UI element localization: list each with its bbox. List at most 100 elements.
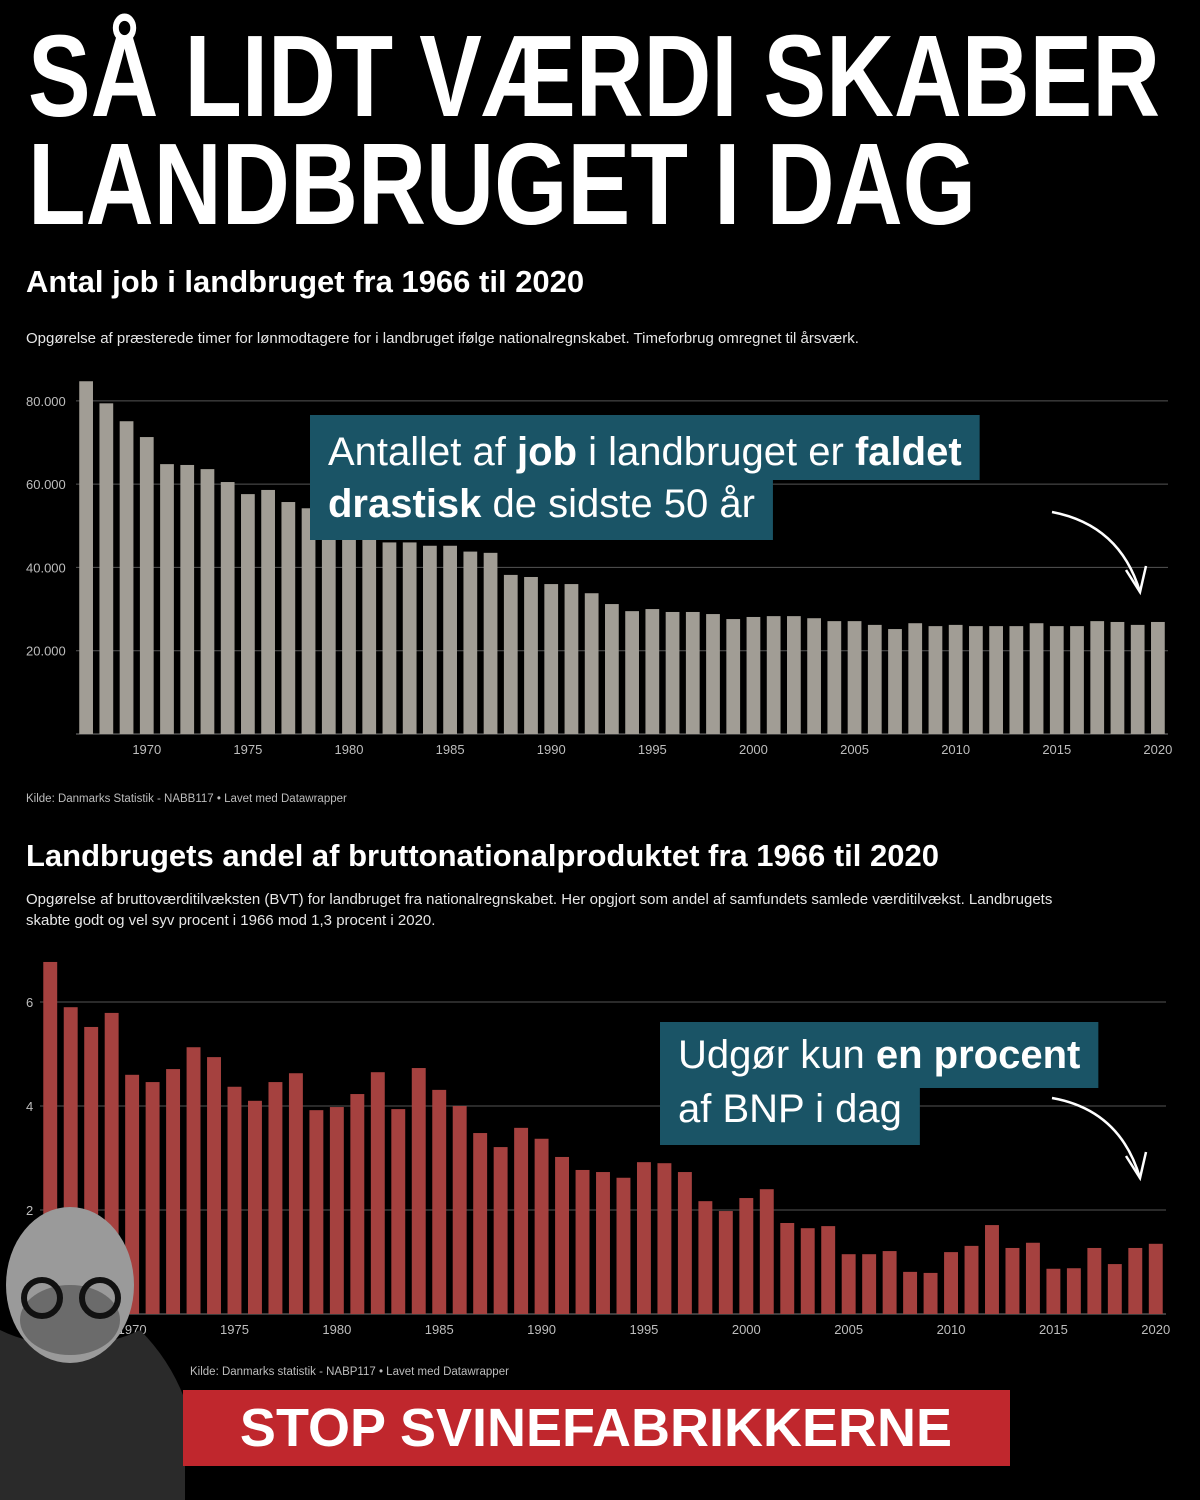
bar — [99, 403, 114, 734]
y-tick-label: 2 — [26, 1203, 33, 1218]
portrait-body — [0, 1330, 185, 1500]
annotation-arrowhead — [1124, 565, 1148, 596]
bar — [281, 502, 296, 734]
bar — [739, 1198, 754, 1314]
bar — [227, 1086, 242, 1314]
bar — [268, 1082, 283, 1314]
bar — [862, 1254, 877, 1314]
chart-subtitle: Opgørelse af præsterede timer for lønmod… — [26, 330, 859, 347]
x-tick-label: 2000 — [739, 742, 768, 757]
bar — [1009, 626, 1024, 734]
bar — [534, 1138, 549, 1314]
bar — [596, 1172, 610, 1314]
bar — [625, 611, 639, 734]
bar — [1049, 626, 1064, 734]
bar — [827, 621, 842, 734]
annotation-segment: i landbruget er — [577, 430, 855, 474]
annotation-segment: de sidste 50 år — [481, 482, 755, 526]
bar — [903, 1271, 918, 1314]
bar — [766, 616, 781, 734]
x-tick-label: 1970 — [132, 742, 161, 757]
annotation-arrow — [1051, 510, 1142, 593]
x-tick-label: 1985 — [436, 742, 465, 757]
bar — [718, 1211, 733, 1314]
bar — [382, 542, 397, 734]
bar — [847, 621, 862, 734]
annotation-arrow — [1051, 1096, 1142, 1179]
x-tick-label: 2000 — [732, 1322, 761, 1337]
annotation-box — [660, 1088, 920, 1145]
bar — [555, 1156, 570, 1314]
annotation-text: Antallet af job i landbruget er faldet — [328, 430, 962, 474]
bar — [241, 494, 255, 734]
x-tick-label: 2020 — [1143, 742, 1172, 757]
bar — [524, 576, 538, 734]
x-tick-label: 1980 — [335, 742, 364, 757]
annotation-text: drastisk de sidste 50 år — [328, 482, 755, 526]
chart-subtitle: skabte godt og vel syv procent i 1966 mo… — [26, 912, 435, 929]
y-tick-label: 60.000 — [26, 477, 66, 492]
bar — [575, 1169, 590, 1314]
bar — [473, 1133, 488, 1314]
portrait — [0, 1207, 185, 1500]
annotation: Antallet af job i landbruget er faldet dr… — [310, 415, 980, 540]
chart-title: Antal job i landbruget fra 1966 til 2020 — [26, 264, 584, 299]
bar — [1029, 623, 1044, 734]
cta-button[interactable] — [183, 1390, 1010, 1466]
x-tick-label: 1975 — [220, 1322, 249, 1337]
bar — [329, 1107, 344, 1314]
bar — [1066, 1268, 1081, 1314]
bar — [636, 1162, 651, 1314]
bar — [166, 1069, 181, 1314]
cta-text[interactable]: STOP SVINEFABRIKKERNE — [240, 1398, 952, 1458]
chart-title: Landbrugets andel af bruttonationalprodu… — [26, 838, 939, 873]
x-tick-label: 2015 — [1039, 1322, 1068, 1337]
y-tick-label: 40.000 — [26, 560, 66, 575]
bar — [928, 626, 943, 734]
annotation-segment: af BNP i dag — [678, 1087, 902, 1131]
x-tick-label: 1990 — [527, 1322, 556, 1337]
bar — [780, 1223, 795, 1314]
bar — [1130, 624, 1145, 734]
x-tick-label: 1985 — [425, 1322, 454, 1337]
bar — [544, 584, 559, 734]
bar — [1090, 621, 1105, 734]
bar — [301, 508, 316, 734]
bar — [807, 618, 821, 734]
bar — [139, 437, 154, 734]
y-tick-label: 6 — [26, 995, 33, 1010]
y-tick-label: 20.000 — [26, 644, 66, 659]
bar — [698, 1201, 713, 1314]
bar — [411, 1068, 426, 1314]
bar — [665, 611, 680, 734]
bar — [1151, 621, 1165, 734]
bar — [220, 482, 235, 734]
bar — [514, 1127, 529, 1314]
bar — [432, 1089, 447, 1314]
x-tick-label: 1980 — [322, 1322, 351, 1337]
bar — [200, 469, 215, 734]
bar — [787, 616, 801, 734]
bar — [493, 1147, 508, 1314]
bar — [423, 545, 437, 734]
charts: Antal job i landbruget fra 1966 til 2020… — [26, 264, 1172, 1378]
bar — [1046, 1268, 1061, 1314]
chart-source: Kilde: Danmarks statistik - NABP117 • La… — [190, 1366, 509, 1378]
bar — [800, 1228, 815, 1314]
portrait-beard — [20, 1285, 120, 1355]
bar — [321, 521, 336, 734]
bar — [288, 1073, 303, 1314]
bar — [923, 1272, 938, 1314]
bar — [503, 574, 518, 734]
bar — [79, 381, 93, 734]
y-tick-label: 4 — [26, 1099, 33, 1114]
bar — [1107, 1264, 1122, 1314]
x-tick-label: 2005 — [840, 742, 869, 757]
bar — [746, 616, 761, 734]
bar — [1128, 1247, 1143, 1314]
bar — [726, 619, 741, 734]
bar — [882, 1251, 897, 1314]
bar — [605, 604, 619, 734]
bar — [759, 1189, 774, 1314]
